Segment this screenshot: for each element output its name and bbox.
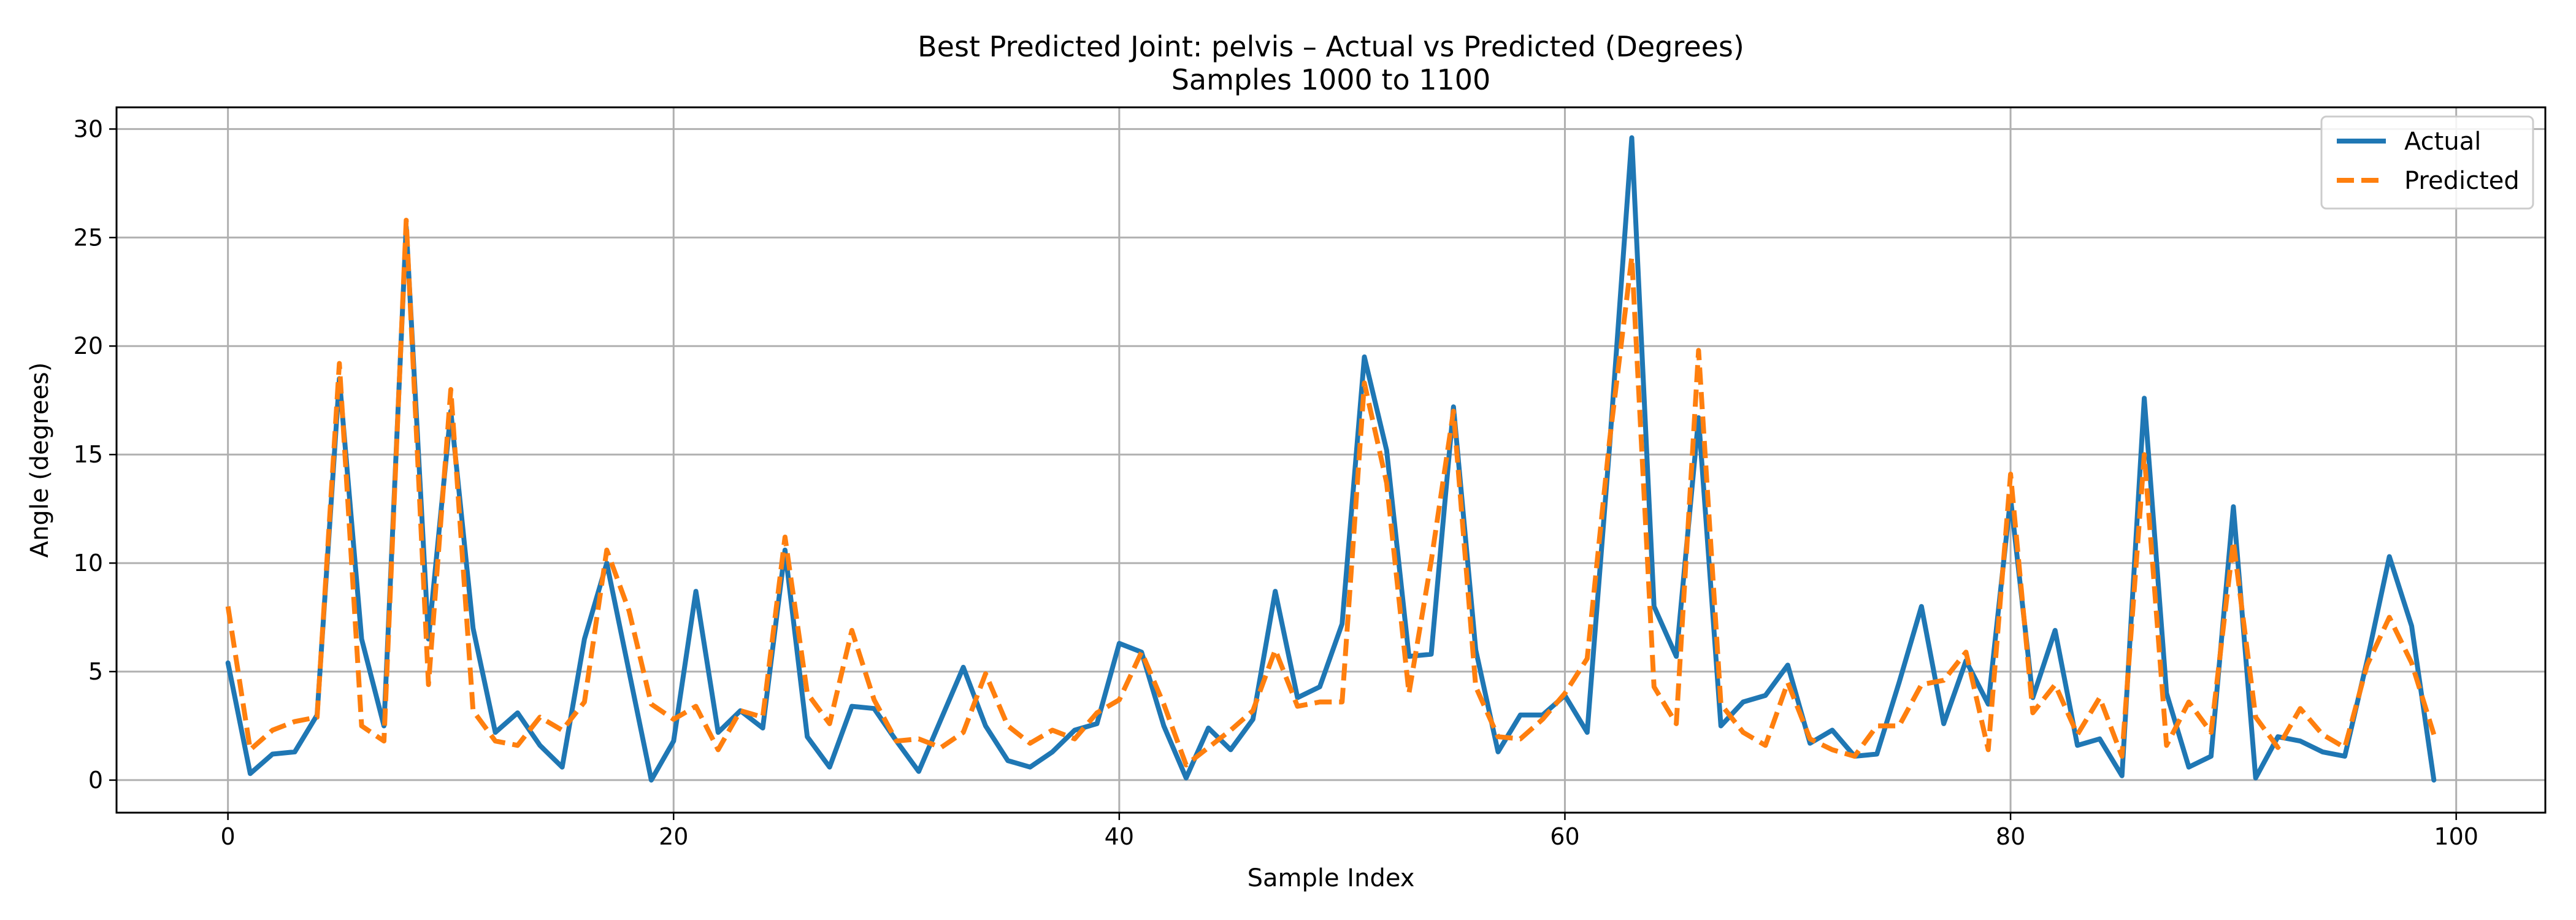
series-layer [225, 135, 2437, 783]
series-line-actual [225, 135, 2437, 783]
x-axis-label: Sample Index [1248, 864, 1415, 892]
y-tick-label: 5 [88, 658, 103, 685]
y-tick-label: 10 [74, 550, 103, 577]
x-tick-label: 60 [1550, 823, 1579, 850]
legend-label-predicted: Predicted [2404, 167, 2520, 195]
x-tick-label: 80 [1996, 823, 2025, 850]
x-tick-label: 0 [221, 823, 236, 850]
y-tick-label: 20 [74, 332, 103, 359]
y-tick-label: 25 [74, 224, 103, 251]
legend: Actual Predicted [2320, 115, 2534, 210]
y-tick-label: 30 [74, 115, 103, 142]
x-tick-label: 40 [1105, 823, 1134, 850]
chart-subtitle: Samples 1000 to 1100 [1171, 63, 1491, 96]
legend-label-actual: Actual [2404, 128, 2481, 156]
series-line-predicted [225, 218, 2437, 768]
axis-ticks: 0 20 40 60 80 100 0 5 10 15 20 25 30 [74, 115, 2478, 850]
x-tick-label: 100 [2434, 823, 2478, 850]
y-tick-label: 15 [74, 441, 103, 468]
x-tick-label: 20 [659, 823, 688, 850]
y-tick-label: 0 [88, 767, 103, 794]
plot-frame [115, 106, 2547, 814]
y-axis-label: Angle (degrees) [26, 362, 54, 558]
chart-title: Best Predicted Joint: pelvis – Actual vs… [918, 30, 1744, 63]
